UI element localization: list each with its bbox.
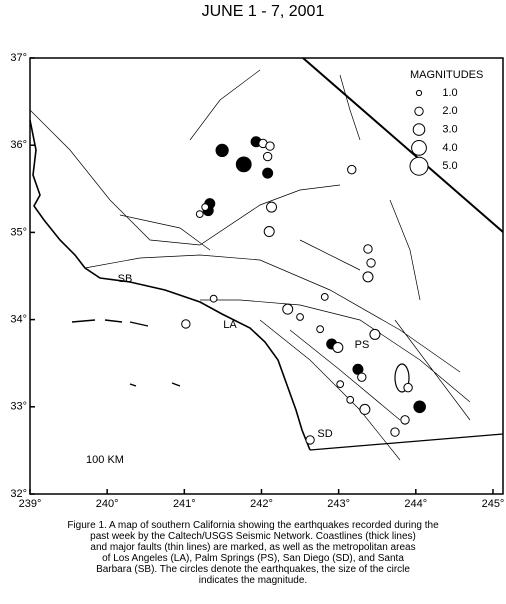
caption-line: of Los Angeles (LA), Palm Springs (PS), … xyxy=(102,553,404,564)
x-tick-label: 240° xyxy=(96,498,119,510)
earthquake xyxy=(352,363,364,375)
x-tick-label: 239° xyxy=(19,498,42,510)
place-label: PS xyxy=(355,339,370,351)
x-tick-label: 245° xyxy=(482,498,505,510)
legend-circle xyxy=(411,140,427,156)
caption-line: indicates the magnitude. xyxy=(198,575,308,586)
legend-label: 4.0 xyxy=(442,142,457,154)
y-tick-label: 32° xyxy=(10,488,27,500)
map: JUNE 1 - 7, 2001 MAGNITUDES SB LA PS SD … xyxy=(10,3,505,510)
earthquake xyxy=(347,164,357,175)
place-label: SB xyxy=(118,273,133,285)
earthquake xyxy=(209,294,218,303)
earthquake xyxy=(336,380,345,389)
legend-label: 3.0 xyxy=(442,124,457,136)
y-tick-label: 35° xyxy=(10,226,27,238)
map-title: JUNE 1 - 7, 2001 xyxy=(202,3,325,20)
earthquake xyxy=(400,415,410,425)
earthquake xyxy=(346,395,355,404)
x-tick-label: 241° xyxy=(173,498,196,510)
earthquake xyxy=(262,151,273,162)
caption: Figure 1. A map of southern California s… xyxy=(0,520,506,586)
earthquake xyxy=(215,143,229,158)
x-tick-label: 242° xyxy=(250,498,273,510)
y-tick-label: 37° xyxy=(10,52,27,64)
earthquake xyxy=(195,210,204,218)
earthquake xyxy=(390,427,400,437)
caption-line: past week by the Caltech/USGS Seismic Ne… xyxy=(90,531,416,542)
caption-line: and major faults (thin lines) are marked… xyxy=(90,542,416,553)
legend-label: 1.0 xyxy=(442,87,457,99)
earthquake xyxy=(262,167,274,179)
caption-line: Figure 1. A map of southern California s… xyxy=(67,520,439,531)
legend-label: 2.0 xyxy=(442,105,457,117)
earthquake xyxy=(305,435,315,445)
map-frame xyxy=(29,57,504,495)
x-tick-label: 244° xyxy=(404,498,427,510)
earthquake xyxy=(266,201,278,213)
earthquake xyxy=(316,325,325,334)
x-tick-label: 243° xyxy=(327,498,350,510)
earthquake xyxy=(235,156,252,173)
earthquake xyxy=(201,203,210,212)
place-label: SD xyxy=(317,428,332,440)
legend-title: MAGNITUDES xyxy=(410,69,483,81)
legend-circle xyxy=(414,106,424,117)
earthquake xyxy=(357,372,367,382)
earthquake xyxy=(320,293,329,301)
map-layout xyxy=(29,57,504,461)
legend-circle xyxy=(415,89,423,97)
earthquake xyxy=(362,271,374,283)
earthquake xyxy=(366,258,376,268)
earthquake xyxy=(181,319,191,329)
place-label: LA xyxy=(223,319,237,331)
earthquake xyxy=(332,342,344,354)
earthquake xyxy=(413,400,426,414)
scale-label: 100 KM xyxy=(86,454,124,466)
earthquake xyxy=(263,226,275,238)
earthquake xyxy=(403,382,413,393)
y-tick-label: 33° xyxy=(10,401,27,413)
earthquake xyxy=(282,303,294,315)
legend-circle xyxy=(409,156,429,176)
legend-circle xyxy=(412,123,426,136)
earthquake xyxy=(363,244,373,254)
legend-label: 5.0 xyxy=(442,160,457,172)
earthquake xyxy=(369,328,381,340)
y-tick-label: 34° xyxy=(10,314,27,326)
earthquake xyxy=(265,141,275,151)
caption-line: Barbara (SB). The circles denote the ear… xyxy=(96,564,410,575)
earthquake xyxy=(296,313,304,321)
y-tick-label: 36° xyxy=(10,139,27,151)
earthquake xyxy=(359,403,371,415)
